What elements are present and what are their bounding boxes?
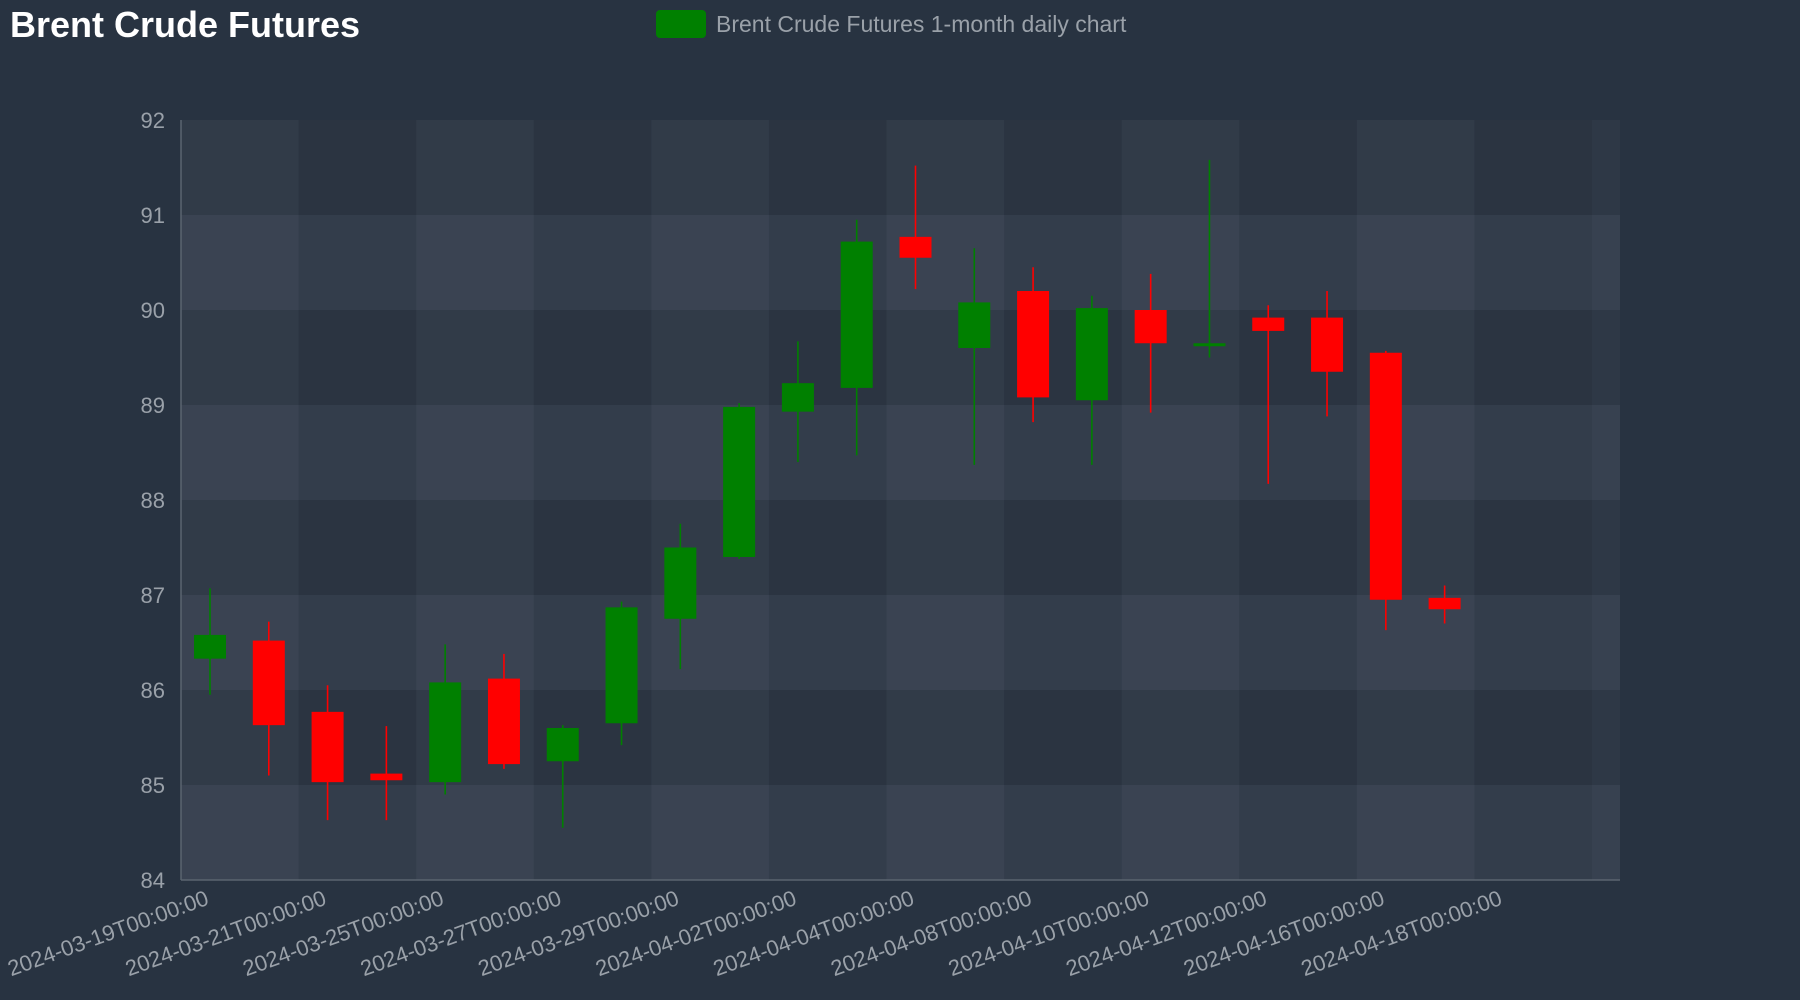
x-tick-label: 2024-04-16T00:00:00 xyxy=(1180,885,1387,981)
y-band xyxy=(181,120,1620,215)
chart-title: Brent Crude Futures xyxy=(10,4,361,45)
legend[interactable]: Brent Crude Futures 1-month daily chart xyxy=(656,10,1126,38)
y-tick-label: 86 xyxy=(141,678,165,703)
candle[interactable] xyxy=(370,726,403,821)
y-band xyxy=(181,785,1620,880)
candle-body xyxy=(370,773,403,781)
candle-body xyxy=(723,406,756,557)
candle-body xyxy=(1193,343,1226,347)
candle-body xyxy=(899,236,932,258)
chart-axes xyxy=(180,120,1620,881)
candle[interactable] xyxy=(311,685,344,821)
candle[interactable] xyxy=(1017,267,1050,423)
candle-body xyxy=(1428,597,1461,610)
x-band xyxy=(768,120,887,880)
y-tick-label: 89 xyxy=(141,393,165,418)
candle-body xyxy=(1252,317,1285,331)
candle[interactable] xyxy=(1369,350,1402,631)
candle[interactable] xyxy=(1075,295,1108,465)
y-tick-label: 84 xyxy=(141,868,165,893)
y-tick-label: 85 xyxy=(141,773,165,798)
x-band xyxy=(887,120,1005,880)
legend-swatch xyxy=(656,10,706,38)
candle-body xyxy=(1369,352,1402,600)
candle[interactable] xyxy=(1428,585,1461,624)
candle[interactable] xyxy=(252,621,285,776)
candle-body xyxy=(781,383,814,412)
x-band xyxy=(181,120,299,880)
candle[interactable] xyxy=(899,165,932,290)
candle-body xyxy=(1075,308,1108,401)
chart-background-bands xyxy=(181,120,1620,880)
x-tick-label: 2024-04-08T00:00:00 xyxy=(827,885,1034,981)
candle[interactable] xyxy=(605,601,638,746)
candle[interactable] xyxy=(1134,273,1167,413)
candle[interactable] xyxy=(546,725,579,828)
x-axis-ticks: 2024-03-19T00:00:002024-03-21T00:00:0020… xyxy=(4,885,1505,981)
candle-body xyxy=(546,728,579,762)
candle[interactable] xyxy=(723,403,756,559)
legend-label: Brent Crude Futures 1-month daily chart xyxy=(716,10,1127,37)
x-tick-label: 2024-04-04T00:00:00 xyxy=(710,885,917,981)
candle[interactable] xyxy=(1252,305,1285,484)
y-band xyxy=(181,595,1620,690)
y-tick-label: 88 xyxy=(141,488,165,513)
y-axis-ticks: 84 85 86 87 88 89 90 91 92 xyxy=(141,108,165,893)
x-tick-label: 2024-04-12T00:00:00 xyxy=(1063,885,1270,981)
x-tick-label: 2024-04-02T00:00:00 xyxy=(592,885,799,981)
candle-body xyxy=(429,682,462,783)
y-tick-label: 91 xyxy=(141,203,165,228)
x-tick-label: 2024-04-10T00:00:00 xyxy=(945,885,1152,981)
x-band xyxy=(1004,120,1122,880)
candles xyxy=(194,159,1461,828)
candle[interactable] xyxy=(1193,159,1226,358)
x-band xyxy=(1122,120,1240,880)
y-tick-label: 92 xyxy=(141,108,165,133)
candle[interactable] xyxy=(664,523,697,670)
candle-body xyxy=(1017,291,1050,398)
candle-body xyxy=(664,547,697,619)
candle-body xyxy=(958,302,991,348)
x-tick-label: 2024-03-25T00:00:00 xyxy=(239,885,446,981)
x-tick-label: 2024-03-21T00:00:00 xyxy=(122,885,329,981)
candle-body xyxy=(840,241,873,388)
candle-body xyxy=(1311,317,1344,372)
candle-body xyxy=(311,711,344,783)
candle-body xyxy=(252,640,285,726)
candle-body xyxy=(1134,310,1167,344)
candle[interactable] xyxy=(840,219,873,456)
candle-body xyxy=(487,678,520,765)
y-tick-label: 90 xyxy=(141,298,165,323)
y-tick-label: 87 xyxy=(141,583,165,608)
x-band xyxy=(533,120,652,880)
x-tick-label: 2024-03-19T00:00:00 xyxy=(4,885,211,981)
candle-body xyxy=(194,634,226,659)
x-tick-label: 2024-03-27T00:00:00 xyxy=(357,885,564,981)
candle[interactable] xyxy=(781,341,814,462)
candle[interactable] xyxy=(958,248,991,465)
candle[interactable] xyxy=(487,653,520,769)
candle-body xyxy=(605,607,638,724)
candle[interactable] xyxy=(1311,291,1344,417)
x-tick-label: 2024-04-18T00:00:00 xyxy=(1298,885,1505,981)
y-band xyxy=(181,690,1620,785)
candle[interactable] xyxy=(429,644,462,795)
x-band xyxy=(1239,120,1357,880)
x-band xyxy=(1474,120,1592,880)
candle[interactable] xyxy=(194,588,226,695)
y-band xyxy=(181,215,1620,310)
x-tick-label: 2024-03-29T00:00:00 xyxy=(475,885,682,981)
